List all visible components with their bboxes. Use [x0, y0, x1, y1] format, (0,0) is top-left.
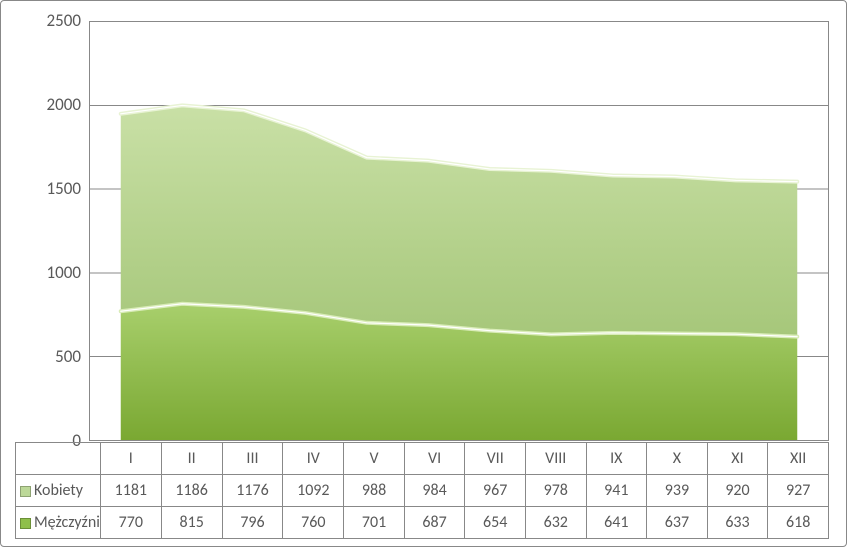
- category-label: VII: [465, 443, 526, 475]
- data-cell: 1176: [222, 475, 283, 507]
- data-cell: 920: [707, 475, 768, 507]
- category-label: X: [647, 443, 708, 475]
- category-label: IV: [283, 443, 344, 475]
- data-table: IIIIIIIVVVIVIIVIIIIXXXIXIIKobiety1181118…: [15, 442, 829, 539]
- chart-svg: [90, 22, 828, 440]
- data-cell: 1181: [100, 475, 161, 507]
- data-cell: 637: [647, 507, 708, 539]
- series-header: Kobiety: [16, 475, 101, 507]
- legend-swatch-icon: [20, 486, 31, 497]
- data-cell: 654: [465, 507, 526, 539]
- data-cell: 967: [465, 475, 526, 507]
- data-cell: 941: [586, 475, 647, 507]
- data-cell: 701: [344, 507, 405, 539]
- y-tick-label: 2500: [9, 10, 81, 31]
- y-tick-label: 1000: [9, 262, 81, 283]
- category-label: XI: [707, 443, 768, 475]
- data-cell: 632: [525, 507, 586, 539]
- series-kobiety-area: [121, 105, 798, 336]
- stacked-area-chart: 05001000150020002500 IIIIIIIVVVIVIIVIIII…: [0, 0, 847, 547]
- table-row: Kobiety 118111861176109298898496797894193…: [16, 475, 829, 507]
- table-row-categories: IIIIIIIVVVIVIIVIIIIXXXIXII: [16, 443, 829, 475]
- table-corner: [16, 443, 101, 475]
- data-cell: 633: [707, 507, 768, 539]
- y-tick-label: 500: [9, 346, 81, 367]
- category-label: II: [161, 443, 222, 475]
- category-label: IX: [586, 443, 647, 475]
- series-label: Kobiety: [34, 481, 83, 500]
- data-cell: 1092: [283, 475, 344, 507]
- category-label: VIII: [525, 443, 586, 475]
- data-cell: 618: [768, 507, 829, 539]
- data-cell: 815: [161, 507, 222, 539]
- category-label: VI: [404, 443, 465, 475]
- table-row: Mężczyźni7708157967607016876546326416376…: [16, 507, 829, 539]
- category-label: XII: [768, 443, 829, 475]
- category-label: III: [222, 443, 283, 475]
- series-header: Mężczyźni: [16, 507, 101, 539]
- data-cell: 641: [586, 507, 647, 539]
- series-label: Mężczyźni: [34, 513, 100, 532]
- data-cell: 988: [344, 475, 405, 507]
- legend-swatch-icon: [20, 518, 31, 529]
- data-cell: 984: [404, 475, 465, 507]
- data-cell: 939: [647, 475, 708, 507]
- data-cell: 796: [222, 507, 283, 539]
- data-cell: 1186: [161, 475, 222, 507]
- data-cell: 687: [404, 507, 465, 539]
- y-tick-label: 1500: [9, 178, 81, 199]
- plot-area: [89, 21, 829, 441]
- y-tick-label: 2000: [9, 94, 81, 115]
- data-cell: 760: [283, 507, 344, 539]
- category-label: V: [344, 443, 405, 475]
- data-cell: 927: [768, 475, 829, 507]
- data-cell: 770: [100, 507, 161, 539]
- category-label: I: [100, 443, 161, 475]
- data-cell: 978: [525, 475, 586, 507]
